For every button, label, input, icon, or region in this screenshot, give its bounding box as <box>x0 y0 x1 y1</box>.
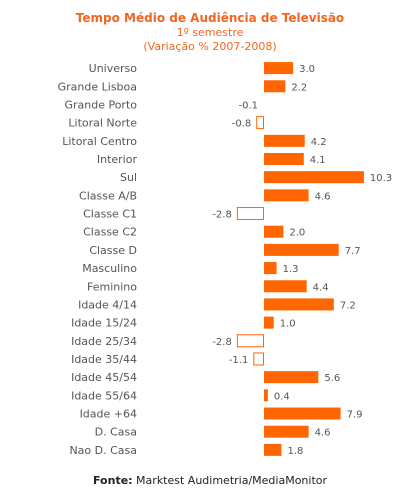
category-label: Idade 25/34 <box>71 335 137 348</box>
category-label: Classe D <box>89 244 137 257</box>
chart-title: Tempo Médio de Audiência de Televisão <box>76 11 344 25</box>
bar <box>236 334 264 348</box>
category-label: Idade 15/24 <box>71 317 137 330</box>
value-label: 1.0 <box>280 319 296 330</box>
value-label: 10.3 <box>370 173 392 184</box>
category-label: Idade 4/14 <box>78 298 137 311</box>
value-label: 5.6 <box>324 373 340 384</box>
bar <box>264 62 294 75</box>
chart-subtitle-period: 1º semestre <box>177 26 244 39</box>
category-label: Idade 45/54 <box>71 371 137 384</box>
value-label: 4.2 <box>311 137 327 148</box>
category-label: Grande Porto <box>64 98 137 111</box>
value-label: 0.4 <box>274 391 290 402</box>
bar <box>236 207 264 221</box>
category-label: Masculino <box>82 262 137 275</box>
value-label: 1.8 <box>287 446 303 457</box>
bar <box>264 80 286 93</box>
bar <box>253 352 265 366</box>
category-label: Universo <box>89 62 138 75</box>
bar <box>264 262 277 275</box>
bar <box>264 171 364 184</box>
bar <box>264 316 274 329</box>
value-label: -2.8 <box>212 337 232 348</box>
value-label: 4.6 <box>315 428 331 439</box>
value-label: 4.1 <box>310 155 326 166</box>
value-label: 7.7 <box>345 246 361 257</box>
value-label: 7.2 <box>340 300 356 311</box>
category-label: Interior <box>97 153 138 166</box>
bar <box>264 152 304 165</box>
source-label: Fonte: <box>92 474 133 487</box>
category-label: Idade 35/44 <box>71 353 137 366</box>
value-label: 4.6 <box>315 191 331 202</box>
value-label: -0.8 <box>232 119 252 130</box>
category-label: Classe C2 <box>83 226 137 239</box>
bar <box>264 225 284 238</box>
bar <box>264 189 309 202</box>
value-label: -2.8 <box>212 210 232 221</box>
category-label: Classe C1 <box>83 208 137 221</box>
category-label: Classe A/B <box>79 189 137 202</box>
value-label: 1.3 <box>283 264 299 275</box>
category-label: Idade 55/64 <box>71 389 137 402</box>
bars-group: Universo 3.0 Grande Lisboa 2.2 Grande Porto -… <box>58 62 393 457</box>
category-label: Sul <box>120 171 137 184</box>
source-note: Fonte: Marktest Audimetria/MediaMonitor <box>0 474 420 487</box>
bar <box>264 280 307 293</box>
value-label: 3.0 <box>299 64 315 75</box>
category-label: Feminino <box>87 280 137 293</box>
bar <box>264 443 282 456</box>
category-label: Idade +64 <box>80 408 137 421</box>
value-label: 2.2 <box>291 82 307 93</box>
category-label: Nao D. Casa <box>69 444 137 457</box>
bar <box>264 243 339 256</box>
chart-subtitle-variation: (Variação % 2007-2008) <box>143 40 276 53</box>
category-label: D. Casa <box>95 426 137 439</box>
category-label: Grande Lisboa <box>58 80 137 93</box>
bar <box>256 116 264 130</box>
value-label: 2.0 <box>289 228 305 239</box>
bar <box>264 389 268 402</box>
bar <box>264 134 305 147</box>
category-label: Litoral Norte <box>68 117 137 130</box>
bar <box>264 425 309 438</box>
bar <box>264 298 334 311</box>
value-label: -0.1 <box>238 100 258 111</box>
bar <box>264 371 319 384</box>
value-label: 4.4 <box>313 282 329 293</box>
value-label: -1.1 <box>229 355 249 366</box>
bar <box>264 407 341 420</box>
source-text: Marktest Audimetria/MediaMonitor <box>132 474 328 487</box>
category-label: Litoral Centro <box>62 135 137 148</box>
value-label: 7.9 <box>347 410 363 421</box>
